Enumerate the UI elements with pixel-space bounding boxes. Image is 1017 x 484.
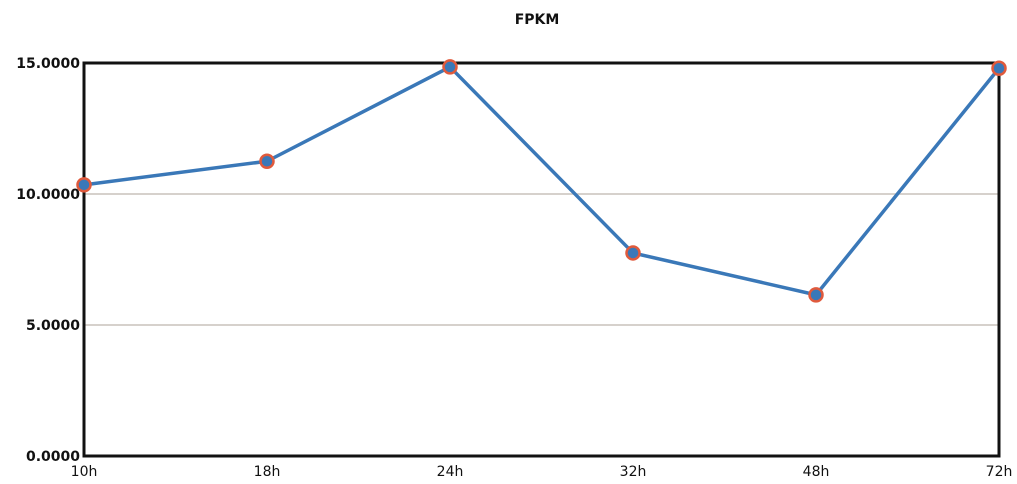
y-axis-ticks: 0.0000 5.0000 10.0000 15.0000 (16, 56, 80, 465)
y-tick-label: 5.0000 (26, 318, 80, 334)
grid-lines (84, 194, 999, 325)
x-tick-label: 10h (71, 464, 98, 480)
data-point (993, 62, 1006, 75)
x-tick-label: 32h (620, 464, 647, 480)
x-tick-label: 18h (254, 464, 281, 480)
data-point (261, 155, 274, 168)
series-line (84, 67, 999, 295)
y-tick-label: 10.0000 (16, 187, 80, 203)
y-tick-label: 15.0000 (16, 56, 80, 72)
plot-frame (84, 63, 999, 456)
data-point (810, 288, 823, 301)
data-point (78, 178, 91, 191)
x-tick-label: 72h (986, 464, 1013, 480)
chart-title: FPKM (515, 12, 560, 28)
data-point (627, 246, 640, 259)
data-point (444, 60, 457, 73)
x-tick-label: 48h (803, 464, 830, 480)
x-tick-label: 24h (437, 464, 464, 480)
y-tick-label: 0.0000 (26, 449, 80, 465)
data-points (78, 60, 1006, 301)
x-axis-ticks: 10h 18h 24h 32h 48h 72h (71, 464, 1013, 480)
